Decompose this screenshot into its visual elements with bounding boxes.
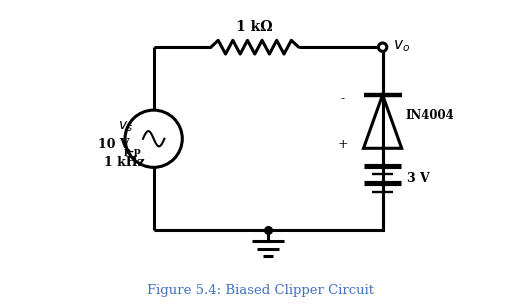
Text: +: +: [337, 138, 348, 151]
Text: $\mathit{v}_o$: $\mathit{v}_o$: [393, 38, 411, 54]
Text: IN4004: IN4004: [405, 109, 454, 122]
Text: 1 kΩ: 1 kΩ: [237, 20, 273, 34]
Text: Figure 5.4: Biased Clipper Circuit: Figure 5.4: Biased Clipper Circuit: [147, 284, 374, 297]
Circle shape: [378, 43, 387, 51]
Text: $\mathit{v}_s$: $\mathit{v}_s$: [118, 120, 133, 135]
Text: -: -: [340, 92, 344, 105]
Text: p-p: p-p: [124, 147, 142, 156]
Text: 3 V: 3 V: [407, 172, 430, 185]
Text: 1 kHz: 1 kHz: [104, 156, 145, 169]
Text: 10 V: 10 V: [98, 138, 130, 151]
